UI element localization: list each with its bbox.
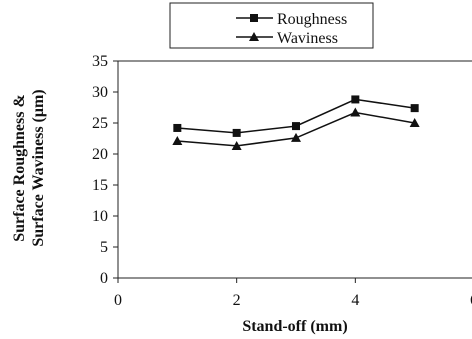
legend-waviness-label: Waviness [277,30,338,47]
data-point-roughness [173,123,182,132]
data-point-roughness [232,128,241,137]
y-tick-label: 30 [92,84,108,101]
x-tick-label: 0 [114,292,122,309]
y-tick-label: 5 [100,239,108,256]
plot-frame [117,60,472,279]
data-point-waviness [409,118,420,127]
data-point-waviness [350,107,361,117]
x-tick-label: 6 [470,292,472,309]
x-tick-label: 4 [351,292,359,309]
y-axis-title-line-1: Surface Roughness & [11,94,28,242]
data-point-waviness [291,132,301,142]
y-tick-label: 35 [92,53,108,70]
data-point-roughness [351,95,360,104]
legend: Roughness Waviness [169,2,374,49]
series-markers [172,95,420,150]
data-point-waviness [231,140,242,150]
legend-roughness-marker [250,14,258,22]
legend-roughness-label: Roughness [277,11,347,28]
y-axis-ticks: 0 5 10 15 20 25 30 35 [92,53,118,287]
data-point-waviness [172,135,183,145]
y-axis-title-line-2: Surface Waviness (μm) [30,89,47,246]
y-tick-label: 0 [100,270,108,287]
x-axis-title: Stand-off (mm) [242,318,347,335]
y-tick-label: 15 [92,177,108,194]
data-point-roughness [292,122,300,131]
y-tick-label: 20 [92,146,108,163]
data-point-roughness [410,104,419,113]
x-axis-ticks: 0 2 4 6 [114,278,472,309]
y-tick-label: 10 [92,208,108,225]
legend-waviness-marker [249,32,259,41]
y-tick-label: 25 [92,115,108,132]
x-tick-label: 2 [233,292,241,309]
legend-box [169,2,374,49]
